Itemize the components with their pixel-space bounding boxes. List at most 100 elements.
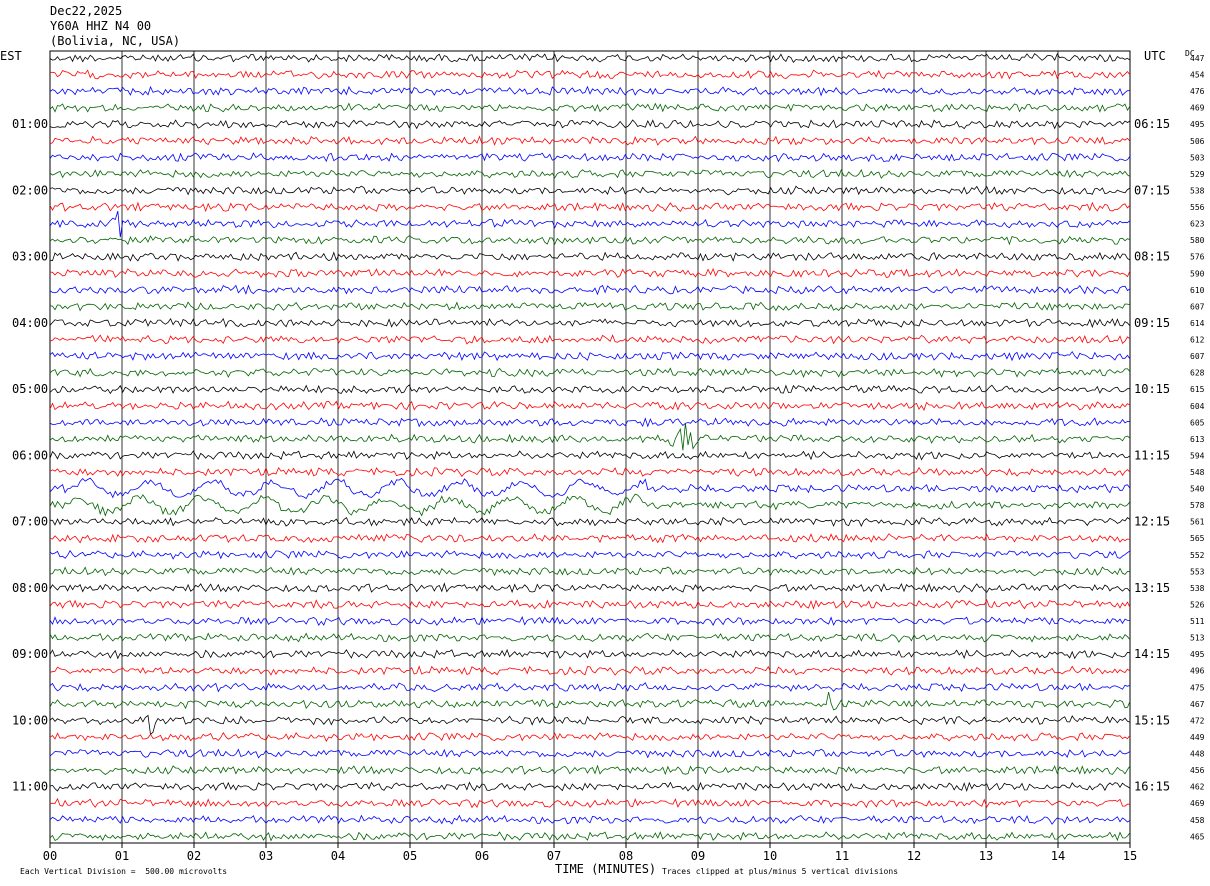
- dc-offset-label: 540: [1190, 485, 1205, 494]
- dc-offset-label: 576: [1190, 253, 1205, 262]
- left-timezone-label: EST: [0, 49, 22, 63]
- seismic-trace: [49, 665, 1131, 676]
- seismic-trace: [49, 616, 1130, 627]
- seismic-trace: [49, 714, 1131, 736]
- right-hour-label: 10:15: [1134, 382, 1170, 396]
- dc-offset-label: 503: [1190, 153, 1205, 162]
- dc-offset-label: 448: [1190, 750, 1205, 759]
- dc-offset-label: 604: [1190, 402, 1205, 411]
- dc-offset-label: 605: [1190, 418, 1205, 427]
- seismic-trace: [49, 692, 1131, 711]
- x-tick-label: 11: [835, 849, 849, 863]
- dc-offset-label: 561: [1190, 518, 1205, 527]
- dc-offset-label: 469: [1190, 104, 1205, 113]
- dc-offset-label: 594: [1190, 451, 1205, 460]
- dc-offset-label: 610: [1190, 286, 1205, 295]
- seismic-trace: [50, 516, 1131, 528]
- station-location: (Bolivia, NC, USA): [50, 34, 181, 48]
- dc-offset-label: 552: [1190, 551, 1205, 560]
- right-hour-label: 16:15: [1134, 780, 1170, 794]
- seismic-trace: [49, 69, 1131, 80]
- seismic-trace: [49, 350, 1131, 362]
- seismic-trace: [49, 732, 1131, 742]
- left-hour-label: 10:00: [12, 713, 48, 727]
- right-hour-label: 13:15: [1134, 581, 1170, 595]
- seismic-trace: [49, 781, 1131, 792]
- dc-offset-label: 511: [1190, 617, 1205, 626]
- seismic-trace: [49, 533, 1131, 544]
- seismic-trace: [49, 566, 1131, 577]
- seismic-trace: [49, 119, 1131, 130]
- seismic-trace: [49, 582, 1131, 594]
- seismic-trace: [49, 168, 1131, 179]
- seismic-trace: [49, 748, 1131, 759]
- right-hour-label: 06:15: [1134, 117, 1170, 131]
- seismic-trace: [49, 53, 1131, 63]
- left-hour-label: 09:00: [12, 647, 48, 661]
- seismic-trace: [49, 251, 1131, 262]
- x-tick-label: 05: [403, 849, 417, 863]
- x-tick-label: 01: [115, 849, 129, 863]
- x-axis-title: TIME (MINUTES): [555, 862, 657, 876]
- seismic-trace: [49, 648, 1131, 660]
- dc-header-label: DC: [1185, 49, 1195, 58]
- plot-frame: [49, 50, 1131, 844]
- seismic-trace: [49, 384, 1130, 395]
- seismic-trace: [49, 814, 1131, 825]
- left-hour-label: 08:00: [12, 581, 48, 595]
- x-tick-label: 00: [43, 849, 57, 863]
- seismic-trace: [49, 85, 1131, 97]
- dc-offset-label: 614: [1190, 319, 1205, 328]
- right-hour-label: 09:15: [1134, 316, 1170, 330]
- dc-offset-label: 623: [1190, 220, 1205, 229]
- seismic-trace: [49, 185, 1131, 196]
- seismic-trace: [49, 682, 1131, 693]
- right-hour-label: 14:15: [1134, 647, 1170, 661]
- dc-offset-label: 449: [1190, 733, 1205, 742]
- dc-offset-label: 465: [1190, 832, 1205, 841]
- dc-offset-label: 529: [1190, 170, 1205, 179]
- seismic-trace: [49, 367, 1131, 378]
- right-timezone-label: UTC: [1144, 49, 1166, 63]
- station-id: Y60A HHZ N4 00: [50, 19, 152, 33]
- seismic-trace: [49, 284, 1131, 296]
- seismic-trace: [49, 477, 1131, 500]
- dc-offset-label: 447: [1190, 54, 1205, 63]
- x-tick-label: 14: [1051, 849, 1065, 863]
- seismic-trace: [49, 422, 1131, 451]
- left-hour-label: 03:00: [12, 250, 48, 264]
- seismic-trace: [49, 201, 1131, 213]
- dc-offset-label: 458: [1190, 816, 1205, 825]
- seismic-trace: [49, 549, 1131, 560]
- x-tick-label: 15: [1123, 849, 1137, 863]
- seismic-trace: [49, 466, 1131, 478]
- dc-offset-label: 495: [1190, 650, 1205, 659]
- x-tick-label: 06: [475, 849, 489, 863]
- dc-offset-label: 506: [1190, 137, 1205, 146]
- x-tick-label: 13: [979, 849, 993, 863]
- x-tick-label: 03: [259, 849, 273, 863]
- left-hour-label: 05:00: [12, 382, 48, 396]
- dc-offset-label: 628: [1190, 369, 1205, 378]
- dc-offset-label: 495: [1190, 120, 1205, 129]
- plot-date: Dec22,2025: [50, 4, 123, 18]
- seismic-trace: [49, 831, 1131, 842]
- dc-offset-label: 607: [1190, 302, 1205, 311]
- dc-offset-label: 462: [1190, 783, 1205, 792]
- seismic-trace: [49, 301, 1131, 312]
- dc-offset-label: 538: [1190, 584, 1205, 593]
- dc-offset-label: 578: [1190, 501, 1205, 510]
- seismic-trace: [49, 102, 1131, 113]
- seismic-trace: [49, 764, 1131, 776]
- seismic-trace: [49, 267, 1131, 279]
- x-tick-label: 04: [331, 849, 345, 863]
- x-tick-label: 12: [907, 849, 921, 863]
- x-tick-label: 08: [619, 849, 633, 863]
- dc-offset-label: 476: [1190, 87, 1205, 96]
- dc-offset-label: 607: [1190, 352, 1205, 361]
- dc-offset-label: 456: [1190, 766, 1205, 775]
- seismic-trace: [49, 493, 1131, 517]
- dc-offset-label: 472: [1190, 716, 1205, 725]
- dc-offset-label: 615: [1190, 385, 1205, 394]
